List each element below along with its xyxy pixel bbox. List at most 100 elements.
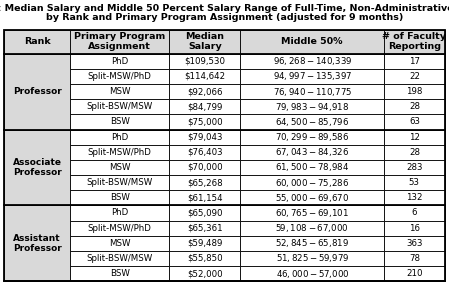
Bar <box>169 175 240 190</box>
Bar <box>70 130 169 145</box>
Bar <box>384 130 445 145</box>
Text: PhD: PhD <box>111 57 128 66</box>
Text: $55,850: $55,850 <box>187 254 223 263</box>
Bar <box>384 205 445 220</box>
Text: $76,403: $76,403 <box>187 148 223 157</box>
Text: 12: 12 <box>409 133 420 142</box>
Bar <box>169 220 240 236</box>
Text: $92,066: $92,066 <box>187 87 223 96</box>
Text: $76,940 - $110,775: $76,940 - $110,775 <box>273 85 352 98</box>
Text: MSW: MSW <box>109 163 131 172</box>
Bar <box>240 160 384 175</box>
Text: $55,000 - $69,670: $55,000 - $69,670 <box>275 192 349 204</box>
Bar <box>384 30 445 54</box>
Bar <box>169 145 240 160</box>
Bar <box>384 266 445 281</box>
Text: $46,000 - $57,000: $46,000 - $57,000 <box>276 268 349 279</box>
Text: $109,530: $109,530 <box>185 57 225 66</box>
Text: Split-MSW/PhD: Split-MSW/PhD <box>88 224 152 233</box>
Text: $52,000: $52,000 <box>187 269 223 278</box>
Bar <box>169 99 240 114</box>
Text: 53: 53 <box>409 178 420 187</box>
Bar <box>70 205 169 220</box>
Bar <box>70 190 169 205</box>
Text: 17: 17 <box>409 57 420 66</box>
Bar <box>70 84 169 99</box>
Bar <box>240 266 384 281</box>
Text: 63: 63 <box>409 118 420 126</box>
Text: $52,845 - $65,819: $52,845 - $65,819 <box>275 237 349 249</box>
Text: Primary Program
Assignment: Primary Program Assignment <box>74 32 165 51</box>
Bar <box>4 130 70 205</box>
Text: Split-BSW/MSW: Split-BSW/MSW <box>87 178 153 187</box>
Text: Median
Salary: Median Salary <box>185 32 224 51</box>
Bar <box>240 54 384 69</box>
Bar <box>169 69 240 84</box>
Text: Middle 50%: Middle 50% <box>282 37 343 46</box>
Bar <box>4 30 70 54</box>
Text: Associate
Professor: Associate Professor <box>13 158 62 177</box>
Text: $84,799: $84,799 <box>187 102 223 111</box>
Text: $114,642: $114,642 <box>184 72 225 81</box>
Text: 283: 283 <box>406 163 423 172</box>
Bar <box>384 54 445 69</box>
Bar <box>70 114 169 130</box>
Text: $65,268: $65,268 <box>187 178 223 187</box>
Bar <box>70 99 169 114</box>
Bar <box>70 236 169 251</box>
Bar <box>384 114 445 130</box>
Bar <box>70 54 169 69</box>
Bar <box>240 205 384 220</box>
Text: 28: 28 <box>409 102 420 111</box>
Text: $67,043 - $84,326: $67,043 - $84,326 <box>275 146 349 158</box>
Bar <box>70 251 169 266</box>
Text: Rank: Rank <box>24 37 51 46</box>
Bar <box>70 160 169 175</box>
Text: $61,500 - $78,984: $61,500 - $78,984 <box>275 161 349 174</box>
Text: 198: 198 <box>406 87 423 96</box>
Bar <box>169 251 240 266</box>
Text: $79,983 - $94,918: $79,983 - $94,918 <box>275 101 349 113</box>
Text: $75,000: $75,000 <box>187 118 223 126</box>
Bar <box>4 205 70 281</box>
Bar <box>169 130 240 145</box>
Text: $96,268 - $140,339: $96,268 - $140,339 <box>273 55 352 67</box>
Text: Assistant
Professor: Assistant Professor <box>13 233 62 253</box>
Text: $59,108 - $67,000: $59,108 - $67,000 <box>275 222 349 234</box>
Bar <box>384 69 445 84</box>
Text: $60,000 - $75,286: $60,000 - $75,286 <box>275 177 349 189</box>
Bar <box>384 220 445 236</box>
Text: $70,299 - $89,586: $70,299 - $89,586 <box>275 131 349 143</box>
Text: $60,765 - $69,101: $60,765 - $69,101 <box>275 207 349 219</box>
Bar <box>70 30 169 54</box>
Bar <box>240 145 384 160</box>
Text: $59,489: $59,489 <box>187 239 223 248</box>
Bar <box>240 220 384 236</box>
Bar <box>169 84 240 99</box>
Bar <box>169 30 240 54</box>
Bar <box>240 130 384 145</box>
Bar <box>70 69 169 84</box>
Bar <box>240 190 384 205</box>
Text: Professor: Professor <box>13 87 62 96</box>
Bar <box>384 84 445 99</box>
Bar <box>240 84 384 99</box>
Text: BSW: BSW <box>110 118 130 126</box>
Text: 363: 363 <box>406 239 423 248</box>
Bar <box>240 251 384 266</box>
Bar <box>240 30 384 54</box>
Bar <box>384 190 445 205</box>
Text: PhD: PhD <box>111 133 128 142</box>
Text: Split-MSW/PhD: Split-MSW/PhD <box>88 72 152 81</box>
Text: Table 14: Median Salary and Middle 50 Percent Salary Range of Full-Time, Non-Adm: Table 14: Median Salary and Middle 50 Pe… <box>0 4 449 13</box>
Text: BSW: BSW <box>110 269 130 278</box>
Text: $64,500 - $85,796: $64,500 - $85,796 <box>275 116 349 128</box>
Bar <box>240 236 384 251</box>
Bar <box>384 160 445 175</box>
Text: $70,000: $70,000 <box>187 163 223 172</box>
Text: 78: 78 <box>409 254 420 263</box>
Bar <box>70 175 169 190</box>
Text: 16: 16 <box>409 224 420 233</box>
Bar <box>384 99 445 114</box>
Bar <box>169 236 240 251</box>
